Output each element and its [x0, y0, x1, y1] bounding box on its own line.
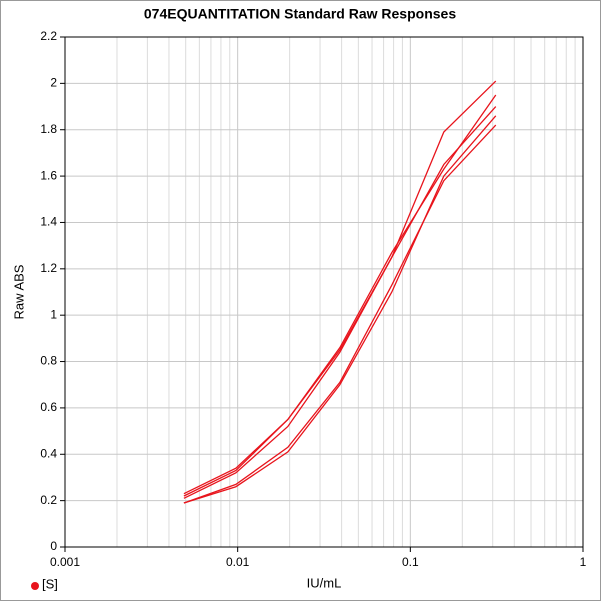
series-line [183, 106, 497, 499]
y-tick-label: 0.2 [40, 493, 57, 507]
y-axis-label: Raw ABS [11, 264, 26, 319]
y-tick-label: 1.8 [40, 122, 57, 136]
y-tick-label: 0.8 [40, 354, 57, 368]
x-tick-label: 0.1 [402, 555, 419, 569]
y-tick-label: 2.2 [40, 29, 57, 43]
y-tick-label: 2 [50, 76, 57, 90]
x-tick-label: 1 [580, 555, 587, 569]
y-tick-label: 1.4 [40, 215, 57, 229]
series-line [183, 124, 497, 504]
y-tick-label: 0 [50, 539, 57, 553]
series-line [183, 115, 497, 504]
y-tick-label: 1 [50, 307, 57, 321]
series-line [183, 80, 497, 497]
y-tick-label: 1.2 [40, 261, 57, 275]
legend-label: [S] [42, 576, 58, 591]
y-tick-label: 0.4 [40, 446, 57, 460]
y-tick-label: 0.6 [40, 400, 57, 414]
x-axis-label: IU/mL [307, 575, 342, 590]
x-tick-label: 0.001 [50, 555, 80, 569]
chart-title: 074EQUANTITATION Standard Raw Responses [144, 6, 456, 22]
series-line [183, 94, 497, 495]
legend-marker [31, 582, 39, 590]
y-tick-label: 1.6 [40, 168, 57, 182]
x-tick-label: 0.01 [226, 555, 250, 569]
plot-border [64, 36, 584, 548]
